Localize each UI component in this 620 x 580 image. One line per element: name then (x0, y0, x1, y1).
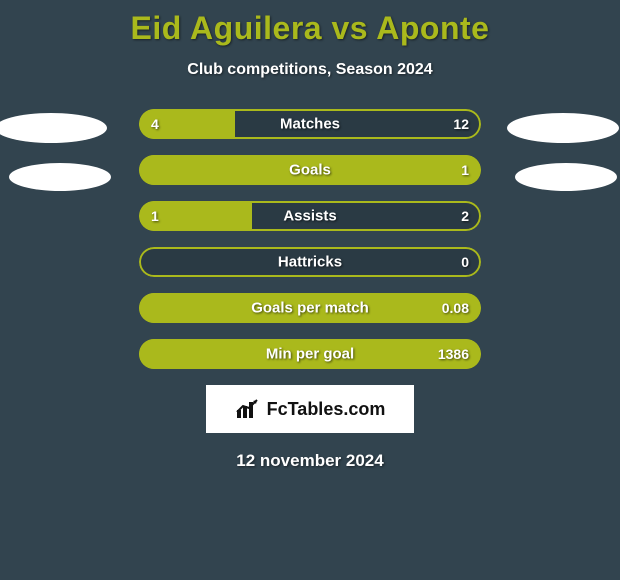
date-label: 12 november 2024 (0, 451, 620, 471)
stat-row: Goals1 (139, 155, 481, 185)
stat-right-value: 12 (453, 116, 469, 132)
stat-bars: Matches412Goals1Assists12Hattricks0Goals… (139, 109, 481, 369)
stat-label: Goals (139, 162, 481, 179)
stat-label: Matches (139, 116, 481, 133)
avatar-ellipse (9, 163, 111, 191)
stat-row: Assists1 2 (139, 201, 481, 231)
stat-left-value: 1 (151, 208, 159, 224)
avatar-ellipse (507, 113, 619, 143)
stat-row: Min per goal1386 (139, 339, 481, 369)
stat-row: Matches4 12 (139, 109, 481, 139)
chart-icon (235, 398, 261, 420)
stat-label: Hattricks (139, 254, 481, 271)
stat-label: Assists (139, 208, 481, 225)
page-title: Eid Aguilera vs Aponte (0, 0, 620, 47)
stat-right-value: 2 (461, 208, 469, 224)
comparison-chart: Matches412Goals1Assists12Hattricks0Goals… (0, 109, 620, 369)
stat-right-value: 1386 (438, 346, 469, 362)
stat-right-value: 0 (461, 254, 469, 270)
avatar-ellipse (515, 163, 617, 191)
stat-label: Goals per match (139, 300, 481, 317)
stat-row: Goals per match0.08 (139, 293, 481, 323)
logo-text: FcTables.com (267, 399, 386, 420)
logo-box: FcTables.com (206, 385, 414, 433)
stat-right-value: 1 (461, 162, 469, 178)
stat-label: Min per goal (139, 346, 481, 363)
stat-row: Hattricks0 (139, 247, 481, 277)
stat-left-value: 4 (151, 116, 159, 132)
stat-right-value: 0.08 (442, 300, 469, 316)
avatar-ellipse (0, 113, 107, 143)
page-subtitle: Club competitions, Season 2024 (0, 61, 620, 79)
